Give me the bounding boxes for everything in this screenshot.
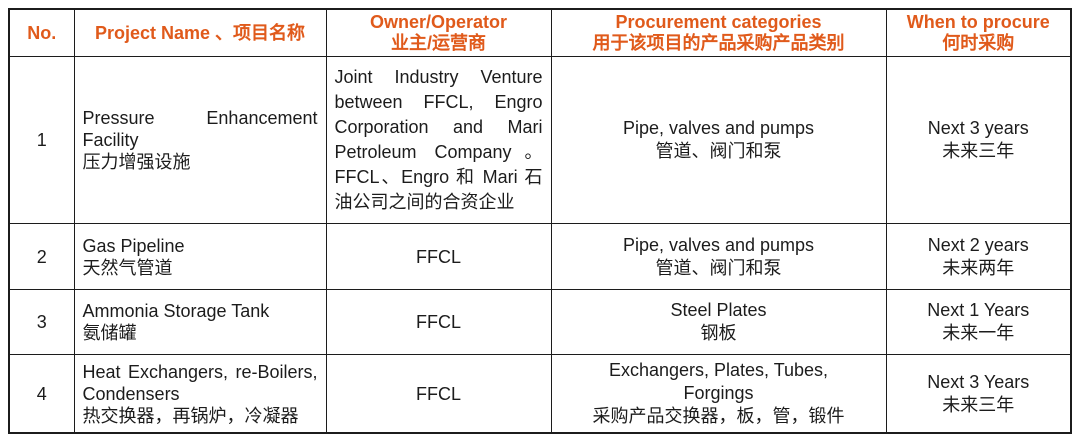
when-en: Next 3 years <box>927 118 1029 138</box>
project-name-en: Ammonia Storage Tank <box>82 301 270 321</box>
row-number: 4 <box>8 354 75 434</box>
project-name-cell: Heat Exchangers, re-Boilers, Condensers … <box>73 354 327 434</box>
owner-operator-cell: Joint Industry Venture between FFCL, Eng… <box>325 56 552 224</box>
procurement-categories-cell: Steel Plates 钢板 <box>550 289 887 355</box>
procurement-table: No. Project Name 、项目名称 Owner/Operator 业主… <box>8 8 1072 434</box>
col-header-no: No. <box>8 8 75 57</box>
col-header-label-zh: 何时采购 <box>942 33 1015 53</box>
categories-zh: 管道、阀门和泵 <box>655 257 782 278</box>
row-number: 1 <box>8 56 75 224</box>
col-header-label: No. <box>27 22 57 43</box>
project-name-en: Pressure Enhancement Facility <box>82 108 318 150</box>
when-zh: 未来三年 <box>942 141 1015 161</box>
col-header-label-zh: 用于该项目的产品采购产品类别 <box>592 33 845 53</box>
owner-operator-cell: FFCL <box>325 223 552 290</box>
when-to-procure-cell: Next 2 years 未来两年 <box>885 223 1072 290</box>
project-name-cell: Pressure Enhancement Facility 压力增强设施 <box>73 56 327 224</box>
project-name-en: Heat Exchangers, re-Boilers, Condensers <box>82 361 318 404</box>
when-to-procure-cell: Next 3 Years 未来三年 <box>885 354 1072 434</box>
when-en: Next 2 years <box>927 234 1029 255</box>
owner-operator-cell: FFCL <box>325 354 552 434</box>
procurement-table-page: No. Project Name 、项目名称 Owner/Operator 业主… <box>8 8 1072 434</box>
table-row: 1 Pressure Enhancement Facility 压力增强设施 J… <box>8 56 1072 224</box>
categories-en: Steel Plates <box>670 300 767 320</box>
table-row: 2 Gas Pipeline 天然气管道 FFCL Pipe, valves a… <box>8 223 1072 290</box>
col-header-label-en: Owner/Operator <box>369 12 508 32</box>
categories-en: Exchangers, Plates, Tubes, Forgings <box>608 360 829 403</box>
owner-operator-cell: FFCL <box>325 289 552 355</box>
procurement-categories-cell: Pipe, valves and pumps 管道、阀门和泵 <box>550 56 887 224</box>
when-zh: 未来三年 <box>942 394 1015 415</box>
header-row: No. Project Name 、项目名称 Owner/Operator 业主… <box>8 8 1072 57</box>
project-name-zh: 压力增强设施 <box>82 152 191 172</box>
categories-zh: 采购产品交换器，板，管，锻件 <box>592 406 845 426</box>
project-name-zh: 天然气管道 <box>82 257 173 278</box>
row-number: 2 <box>8 223 75 290</box>
row-number: 3 <box>8 289 75 355</box>
col-header-label-zh: 业主/运营商 <box>390 33 486 53</box>
categories-zh: 管道、阀门和泵 <box>655 141 782 161</box>
col-header-label-en: Procurement categories <box>615 12 822 32</box>
procurement-categories-cell: Exchangers, Plates, Tubes, Forgings 采购产品… <box>550 354 887 434</box>
when-zh: 未来两年 <box>942 257 1015 278</box>
project-name-cell: Gas Pipeline 天然气管道 <box>73 223 327 290</box>
when-to-procure-cell: Next 1 Years 未来一年 <box>885 289 1072 355</box>
categories-en: Pipe, valves and pumps <box>622 118 815 138</box>
project-name-zh: 氨储罐 <box>82 323 137 343</box>
procurement-categories-cell: Pipe, valves and pumps 管道、阀门和泵 <box>550 223 887 290</box>
owner-zh: FFCL、Engro 和 Mari 石油公司之间的合资企业 <box>334 167 543 212</box>
when-en: Next 3 Years <box>927 371 1030 392</box>
col-header-procurement-categories: Procurement categories 用于该项目的产品采购产品类别 <box>550 8 887 57</box>
project-name-en: Gas Pipeline <box>82 235 185 256</box>
col-header-project-name: Project Name 、项目名称 <box>73 8 327 57</box>
col-header-label: Project Name 、项目名称 <box>94 22 306 43</box>
categories-zh: 钢板 <box>700 323 737 343</box>
when-to-procure-cell: Next 3 years 未来三年 <box>885 56 1072 224</box>
col-header-owner-operator: Owner/Operator 业主/运营商 <box>325 8 552 57</box>
owner-en: Joint Industry Venture between FFCL, Eng… <box>334 67 543 162</box>
when-en: Next 1 Years <box>927 300 1030 320</box>
col-header-label-en: When to procure <box>906 12 1050 32</box>
project-name-cell: Ammonia Storage Tank 氨储罐 <box>73 289 327 355</box>
table-row: 3 Ammonia Storage Tank 氨储罐 FFCL Steel Pl… <box>8 289 1072 355</box>
when-zh: 未来一年 <box>942 323 1015 343</box>
col-header-when-to-procure: When to procure 何时采购 <box>885 8 1072 57</box>
table-row: 4 Heat Exchangers, re-Boilers, Condenser… <box>8 354 1072 434</box>
categories-en: Pipe, valves and pumps <box>622 234 815 255</box>
project-name-zh: 热交换器，再锅炉，冷凝器 <box>82 405 299 426</box>
